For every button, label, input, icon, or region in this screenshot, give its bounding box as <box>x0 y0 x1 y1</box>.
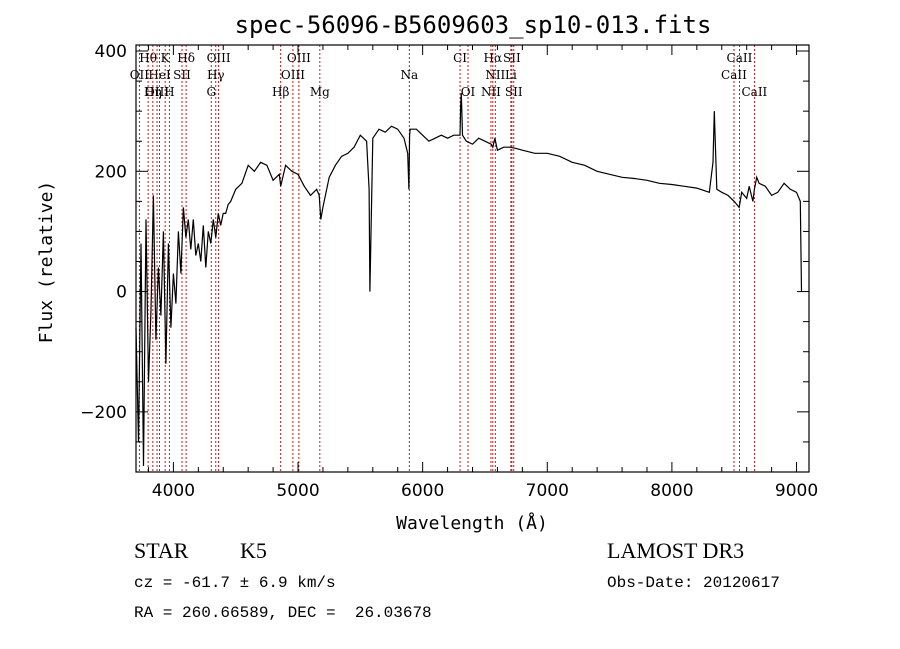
line-marker-label: OIII <box>145 85 169 99</box>
line-marker-label: K <box>161 51 171 65</box>
line-marker-label: Hβ <box>272 85 289 99</box>
observation-date: Obs-Date: 20120617 <box>607 574 780 592</box>
y-tick-label: −200 <box>80 403 127 423</box>
line-marker-label: CI <box>453 51 467 65</box>
plot-frame <box>135 44 810 473</box>
x-axis-label: Wavelength (Å) <box>396 512 548 534</box>
x-tick-label: 9000 <box>775 481 818 501</box>
survey-name: LAMOST DR3 <box>607 538 745 563</box>
line-marker-label: OI <box>461 85 476 99</box>
line-marker-label: Mg <box>310 85 330 99</box>
line-marker-label: OII <box>130 68 150 82</box>
axis-ticks: 4000 5000 6000 7000 8000 9000 −200 0 200 400 <box>80 42 818 501</box>
line-marker-label: SII <box>505 85 523 99</box>
x-tick-label: 8000 <box>650 481 693 501</box>
line-marker-label: SII <box>503 51 521 65</box>
line-marker-label: CaII <box>741 85 767 99</box>
line-marker-label: Hγ <box>207 68 225 82</box>
redshift-velocity: cz = -61.7 ± 6.9 km/s <box>134 574 336 592</box>
line-marker-label: CaII <box>727 51 753 65</box>
x-tick-label: 6000 <box>401 481 444 501</box>
y-tick-label: 0 <box>116 283 127 303</box>
line-marker-label: Hδ <box>177 51 195 65</box>
spectrum-series-line <box>135 93 803 467</box>
line-marker-label: OIII <box>281 68 305 82</box>
line-marker-label: NII <box>485 68 505 82</box>
line-marker-label: CaII <box>721 68 747 82</box>
line-marker-label: Li <box>505 68 517 82</box>
x-tick-label: 4000 <box>152 481 195 501</box>
line-marker-label: G <box>206 85 216 99</box>
y-axis-label: Flux (relative) <box>36 181 57 344</box>
line-marker-label: H <box>164 85 174 99</box>
chart-title: spec-56096-B5609603_sp10-013.fits <box>235 11 712 39</box>
line-marker-label: OIII <box>287 51 311 65</box>
y-tick-label: 400 <box>95 42 127 62</box>
x-tick-label: 7000 <box>526 481 569 501</box>
object-subclass: K5 <box>240 538 267 563</box>
line-marker-label: OIII <box>207 51 231 65</box>
object-class: STAR <box>134 538 189 563</box>
line-marker-label: HeI <box>148 68 171 82</box>
line-marker-label: Hθ <box>139 51 157 65</box>
line-marker-label: Hη <box>144 85 162 99</box>
y-tick-label: 200 <box>95 162 127 182</box>
x-tick-label: 5000 <box>276 481 319 501</box>
line-marker-label: SII <box>173 68 191 82</box>
coordinates: RA = 260.66589, DEC = 26.03678 <box>134 604 432 622</box>
line-marker-label: Na <box>400 68 418 82</box>
line-marker-label: Hα <box>484 51 503 65</box>
line-marker-label: NII <box>481 85 501 99</box>
